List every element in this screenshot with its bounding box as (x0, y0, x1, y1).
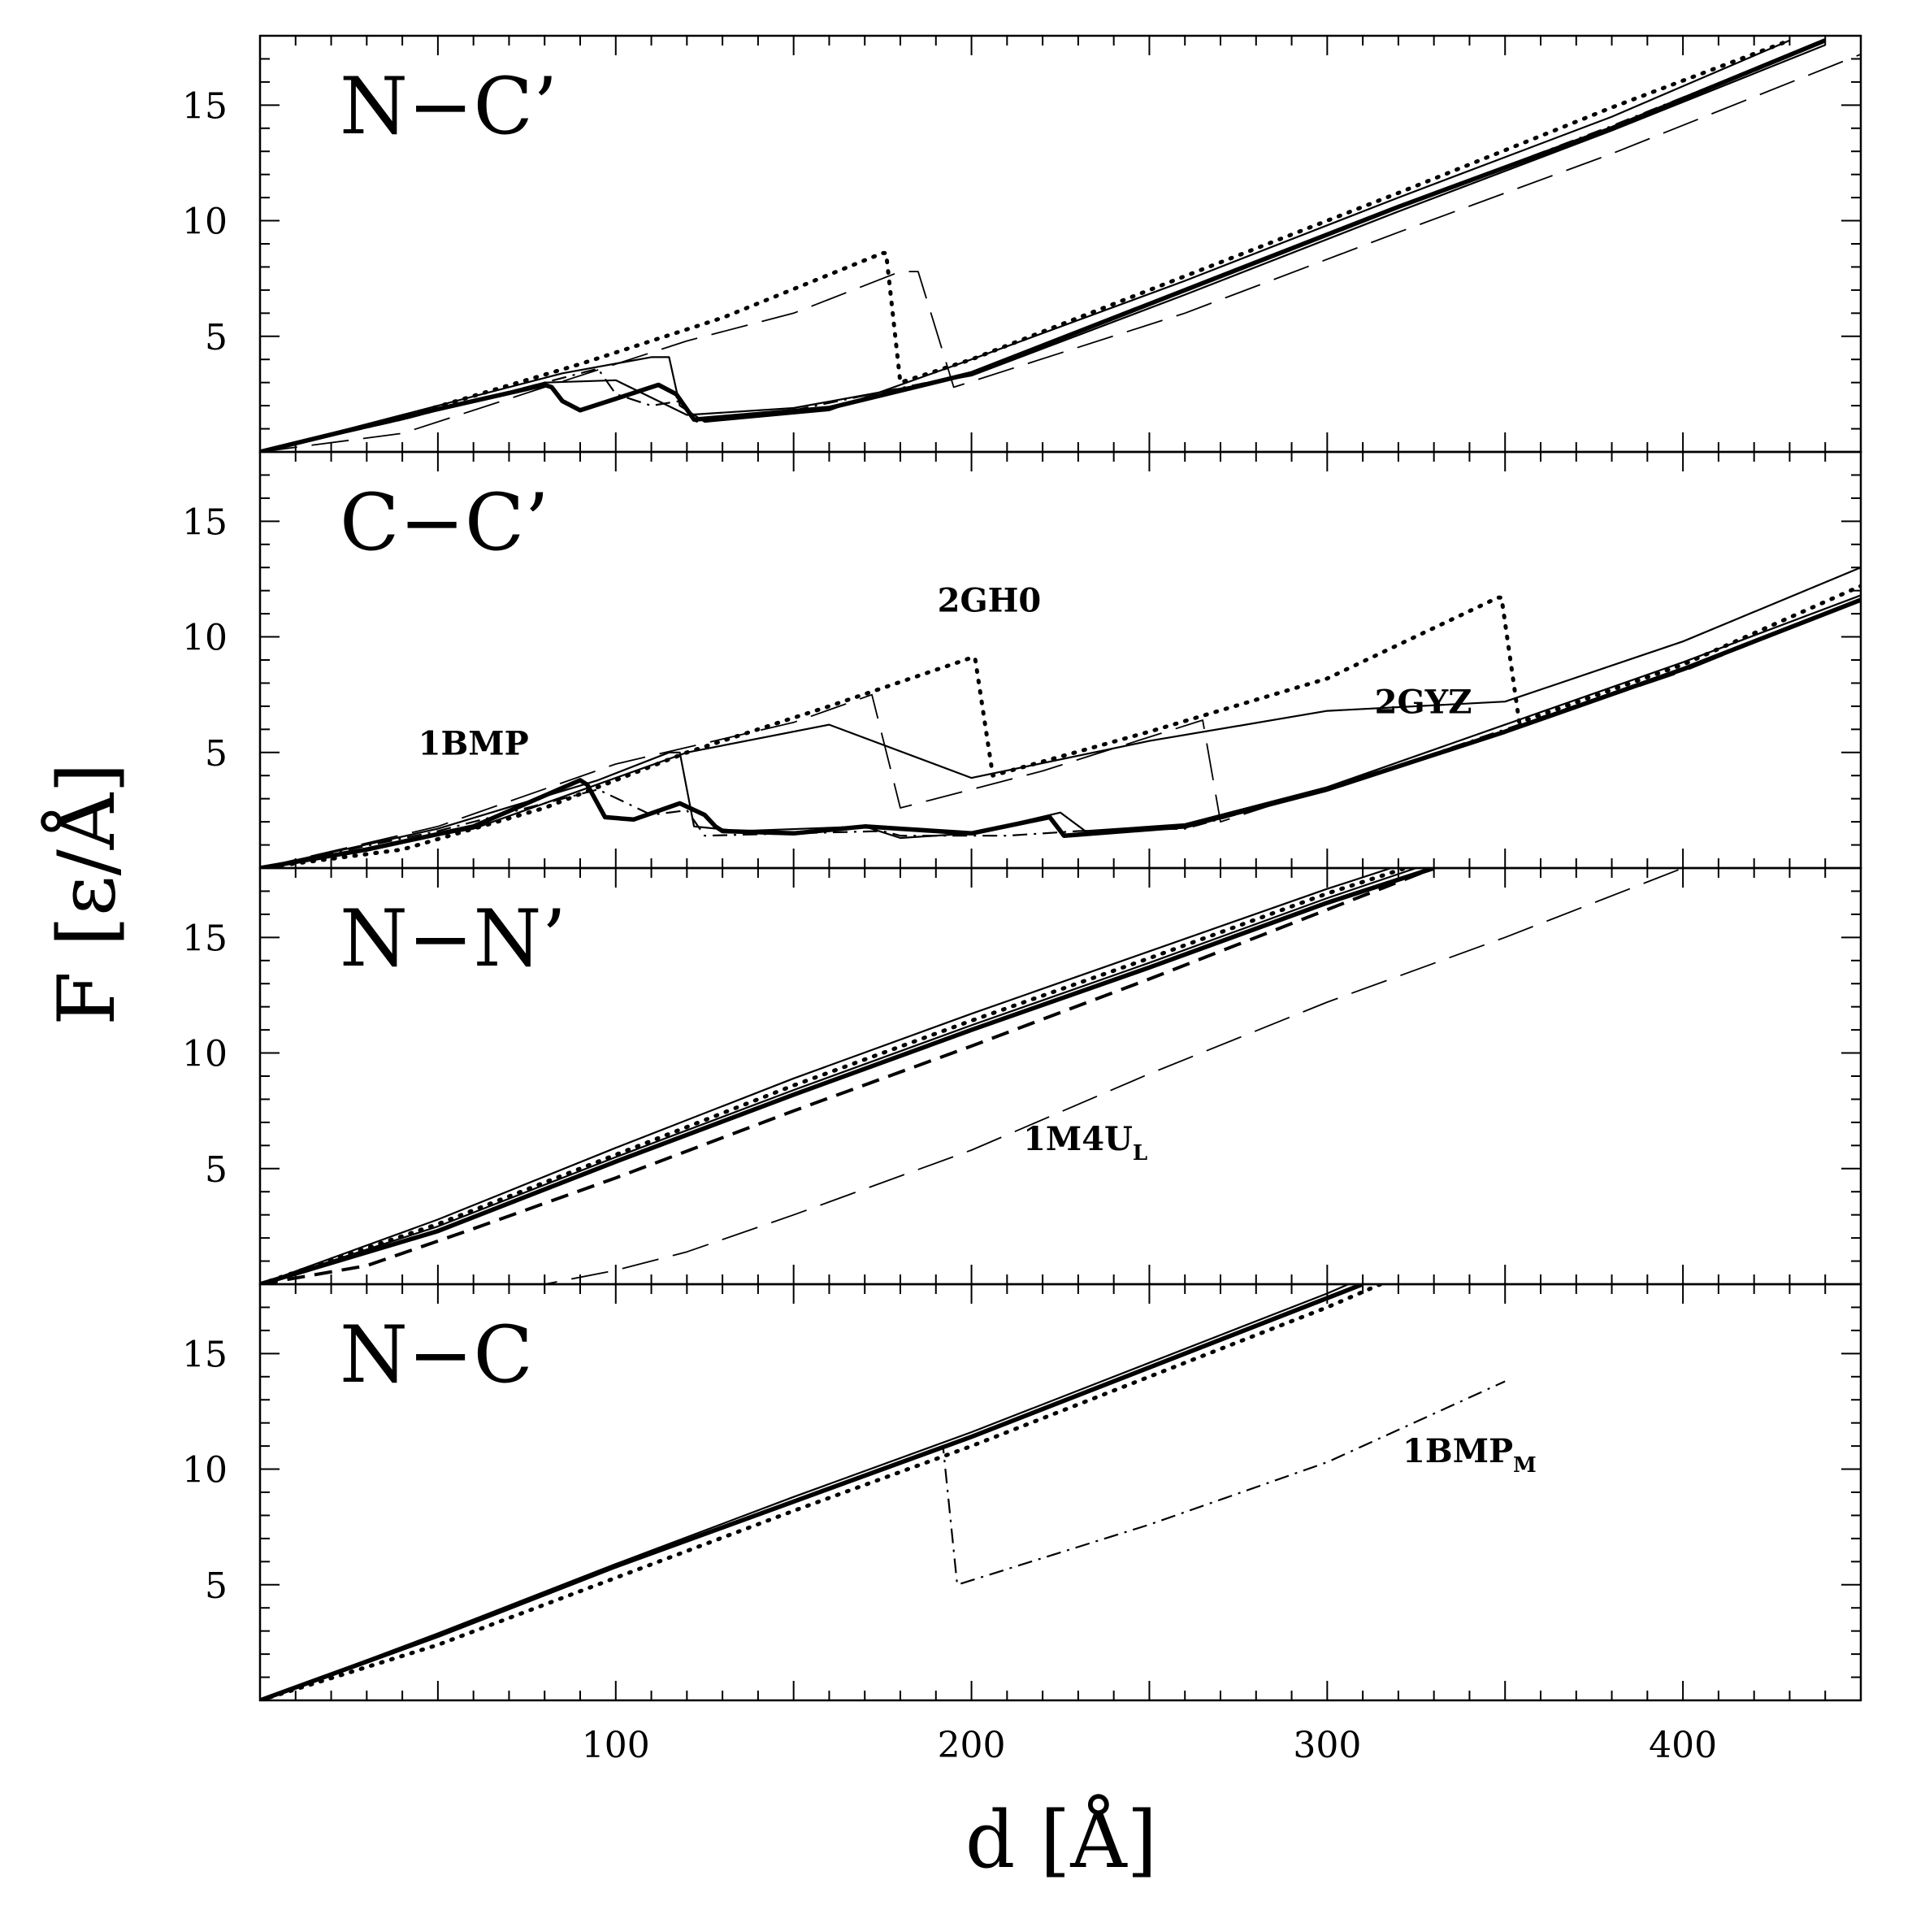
series-annotation: 2GYZ (1375, 683, 1472, 721)
annotation-subscript: M (1513, 1453, 1537, 1478)
y-axis-title: F [ε/Å] (41, 762, 132, 1025)
y-tick-label: 5 (205, 733, 228, 775)
panels-group: 5 10 15 N−C’ 5 10 15 C−C’ 2GH0 1BMP 2GYZ 5 10 15 N−N’ 1… (182, 34, 1862, 1766)
annotation-subscript: L (1133, 1141, 1147, 1166)
series-group (260, 868, 1684, 1284)
y-tick-label: 10 (182, 1450, 228, 1491)
y-tick-label: 15 (182, 501, 228, 543)
y-tick-label: 5 (205, 1149, 228, 1191)
x-tick-label: 300 (1293, 1725, 1361, 1766)
y-tick-label: 15 (182, 918, 228, 959)
series-line-4 (260, 1380, 1506, 1700)
x-axis-title: d [Å] (965, 1795, 1157, 1886)
series-annotation: 1BMPM (1403, 1432, 1537, 1478)
y-tick-label: 15 (182, 85, 228, 127)
series-line-5 (260, 39, 1826, 452)
series-line-3 (260, 567, 1861, 868)
series-line-2 (260, 39, 1790, 452)
series-line-5 (260, 868, 1435, 1284)
series-line-6 (260, 868, 1684, 1284)
series-line-2 (260, 1284, 1350, 1700)
panel-nn-prime: 5 10 15 N−N’ 1M4UL (182, 866, 1862, 1286)
x-tick-label: 400 (1649, 1725, 1717, 1766)
y-tick-label: 10 (182, 618, 228, 659)
panel-cc-prime: 5 10 15 C−C’ 2GH0 1BMP 2GYZ (182, 450, 1862, 870)
panel-nc: 5 10 15 N−C 1BMPM 100 200 300 400 (182, 1283, 1862, 1766)
series-line-6 (260, 599, 1861, 868)
series-annotation: 2GH0 (938, 581, 1042, 619)
series-group (260, 38, 1861, 452)
series-annotation: 1BMP (418, 725, 529, 763)
x-tick-label: 200 (938, 1725, 1006, 1766)
series-line-2 (260, 594, 1861, 868)
series-line-1 (260, 868, 1435, 1284)
y-tick-label: 5 (205, 1565, 228, 1607)
y-tick-label: 10 (182, 1034, 228, 1075)
series-line-2 (260, 868, 1392, 1284)
series-group (260, 1284, 1506, 1700)
panel-title: N−N’ (340, 893, 566, 984)
series-line-6 (260, 53, 1861, 452)
series-line-4 (260, 868, 1408, 1284)
series-group (260, 567, 1861, 868)
series-line-4 (260, 584, 1861, 868)
y-tick-label: 15 (182, 1334, 228, 1375)
panel-title: N−C’ (340, 61, 557, 152)
panel-title: N−C (340, 1309, 533, 1400)
series-annotation: 1M4UL (1023, 1120, 1147, 1166)
y-tick-label: 5 (205, 317, 228, 358)
panel-nc-prime: 5 10 15 N−C’ (182, 34, 1862, 454)
series-line-3 (260, 868, 1417, 1284)
series-line-1 (260, 597, 1861, 868)
panel-title: C−C’ (340, 477, 549, 568)
y-tick-label: 10 (182, 202, 228, 243)
x-tick-label: 100 (582, 1725, 650, 1766)
